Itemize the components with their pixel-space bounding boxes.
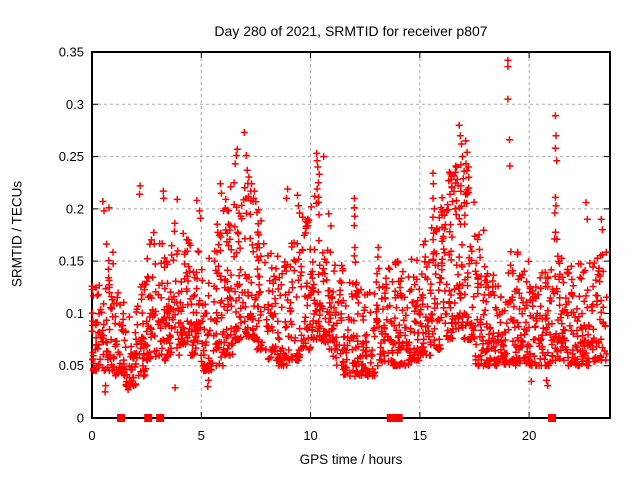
y-tick-label: 0.25 [59,149,84,164]
x-tick-label: 15 [413,428,427,443]
x-tick-label: 20 [522,428,536,443]
y-tick-label: 0.1 [66,306,84,321]
x-tick-label: 5 [198,428,205,443]
x-tick-label: 10 [303,428,317,443]
y-tick-label: 0.2 [66,201,84,216]
chart-title: Day 280 of 2021, SRMTID for receiver p80… [214,23,488,39]
x-tick-label: 0 [88,428,95,443]
data-points [88,56,611,396]
y-tick-label: 0 [77,411,84,426]
y-tick-label: 0.05 [59,358,84,373]
zero-cluster-marker [156,414,165,422]
plot-border [91,51,611,419]
x-axis-title: GPS time / hours [299,452,403,467]
zero-cluster-marker [386,414,395,422]
zero-cluster-marker [144,414,153,422]
zero-cluster-marker [548,414,557,422]
y-tick-label: 0.3 [66,97,84,112]
y-tick-label: 0.15 [59,254,84,269]
zero-cluster-marker [117,414,126,422]
zero-cluster-marker [394,414,403,422]
y-tick-label: 0.35 [59,45,84,60]
